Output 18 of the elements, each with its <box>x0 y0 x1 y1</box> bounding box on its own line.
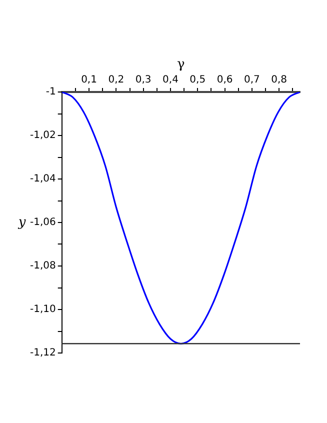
x-axis-title: γ <box>177 56 186 72</box>
y-tick-label: -1,02 <box>30 130 56 142</box>
y-tick-label: -1 <box>46 86 56 98</box>
x-tick-label: 0,1 <box>81 74 97 86</box>
x-tick-label: 0,3 <box>135 74 152 86</box>
line-series <box>62 92 300 344</box>
y-tick-label: -1,04 <box>30 174 56 185</box>
y-tick-label: -1,06 <box>30 217 56 228</box>
x-tick-label: 0,5 <box>190 74 206 86</box>
y-tick-label: -1,10 <box>30 304 56 316</box>
y-tick-label: -1,08 <box>30 260 56 272</box>
x-tick-label: 0,2 <box>108 74 124 86</box>
y-axis-title: y <box>17 214 26 230</box>
x-tick-label: 0,4 <box>162 74 178 86</box>
x-tick-label: 0,8 <box>271 74 288 86</box>
y-tick-label: -1,12 <box>30 348 56 359</box>
x-tick-label: 0,7 <box>244 74 260 86</box>
x-tick-label: 0,6 <box>216 74 233 86</box>
